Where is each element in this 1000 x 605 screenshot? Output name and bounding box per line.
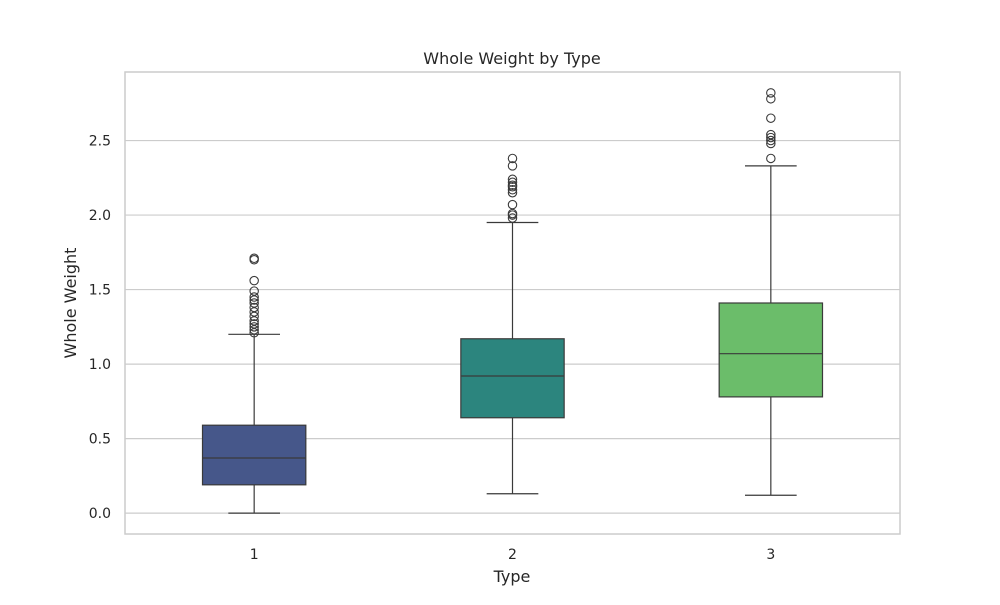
x-tick-label: 2 xyxy=(508,547,517,563)
outlier-point xyxy=(249,253,259,264)
y-tick-label: 0.5 xyxy=(89,432,111,448)
outlier-point xyxy=(766,135,776,146)
outlier-point xyxy=(507,180,518,191)
y-tick-label: 2.5 xyxy=(89,134,111,150)
x-tick-label: 1 xyxy=(250,547,259,563)
iqr-box xyxy=(201,424,307,486)
y-tick-label: 1.0 xyxy=(89,357,111,373)
outlier-point xyxy=(249,302,259,313)
outlier-point xyxy=(507,184,518,195)
plot-frame xyxy=(124,71,901,535)
outlier-point xyxy=(249,286,259,296)
outlier-point xyxy=(507,153,518,164)
outlier-point xyxy=(507,199,518,210)
outlier-point xyxy=(249,292,259,302)
chart-title: Whole Weight by Type xyxy=(423,49,600,68)
outlier-point xyxy=(766,88,776,98)
y-axis-label: Whole Weight xyxy=(61,248,80,359)
outlier-point xyxy=(249,275,259,286)
boxes-layer xyxy=(201,88,824,514)
box-group xyxy=(201,253,307,514)
outlier-point xyxy=(766,132,776,143)
outlier-point xyxy=(507,213,518,223)
outlier-point xyxy=(249,322,259,332)
iqr-box xyxy=(718,302,824,398)
outlier-point xyxy=(507,174,518,185)
y-tick-label: 2.0 xyxy=(89,208,111,224)
box-group xyxy=(718,88,824,496)
x-tick-label: 3 xyxy=(766,547,775,563)
outlier-point xyxy=(507,161,518,171)
outlier-point xyxy=(766,153,776,164)
outlier-point xyxy=(766,129,776,140)
outlier-point xyxy=(766,113,776,123)
iqr-box xyxy=(460,338,565,419)
outlier-point xyxy=(507,187,518,198)
tick-labels: 0.0 0.5 1.0 1.5 2.0 2.5 1 2 3 xyxy=(89,134,776,563)
outlier-point xyxy=(507,177,518,188)
box-group xyxy=(460,153,565,495)
outlier-point xyxy=(249,298,259,308)
x-axis-label: Type xyxy=(493,567,531,586)
outlier-point xyxy=(249,319,259,329)
outlier-point xyxy=(766,94,776,104)
y-tick-label: 0.0 xyxy=(89,506,111,522)
y-tick-label: 1.5 xyxy=(89,283,111,299)
